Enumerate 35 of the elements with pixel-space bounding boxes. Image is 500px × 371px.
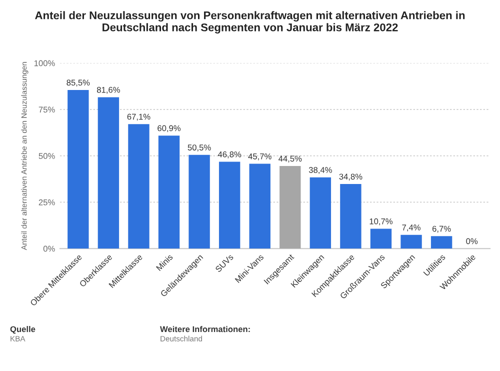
bar (98, 97, 120, 249)
data-label: 67,1% (127, 114, 150, 121)
bar (280, 166, 301, 249)
bar (340, 184, 362, 249)
text: Weitere Informationen: (160, 326, 250, 332)
bar (128, 124, 150, 249)
bar (310, 177, 332, 249)
data-label: 81,6% (97, 86, 120, 94)
data-label: 46,8% (218, 151, 242, 158)
y-tick-label: 25% (38, 199, 55, 206)
text: Quelle (10, 326, 36, 334)
bar (249, 164, 270, 249)
data-label: 85,5% (66, 80, 90, 87)
data-label: 6,7% (432, 226, 451, 233)
data-label: 45,7% (248, 154, 272, 160)
bar (400, 234, 422, 249)
data-label: 0% (466, 238, 478, 244)
bar (370, 228, 392, 249)
bar (430, 236, 452, 249)
data-label: 10,7% (370, 218, 393, 226)
y-tick-label: 75% (38, 106, 55, 113)
chart-title: Anteil der Neuzulassungen von Personenkraftwagen mit alternativen Antrieben in Deutschland nach Segmenten von Januar bis März 2022 (35, 11, 465, 34)
data-label: 44,5% (278, 156, 302, 163)
bar (188, 154, 210, 249)
bar (68, 90, 89, 249)
data-label: 38,4% (308, 167, 332, 174)
data-label: 50,5% (188, 144, 211, 152)
data-label: 7,4% (402, 224, 420, 232)
data-label: 34,8% (339, 174, 362, 181)
y-tick-label: 0% (43, 246, 55, 252)
data-label: 60,9% (158, 125, 181, 132)
bar (158, 136, 180, 249)
y-tick-label: 100% (34, 60, 55, 66)
y-tick-label: 50% (38, 153, 55, 159)
bar (218, 162, 240, 249)
